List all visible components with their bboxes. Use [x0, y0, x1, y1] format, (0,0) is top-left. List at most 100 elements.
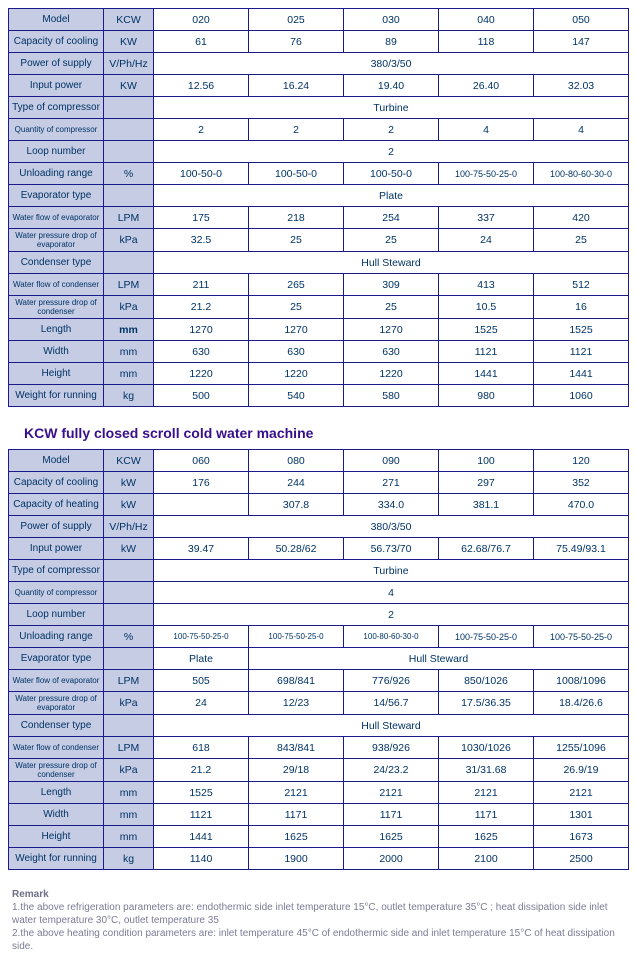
t1-label-cf: Water flow of condenser: [9, 274, 104, 296]
t2-hei-1: 1625: [249, 826, 344, 848]
t2-col-0: 060: [154, 450, 249, 472]
t1-label-ct: Type of compressor: [9, 97, 104, 119]
t1-cd-0: 21.2: [154, 296, 249, 319]
remark-line-2: 2.the above heating condition parameters…: [12, 927, 624, 953]
t1-cf-4: 512: [534, 274, 629, 296]
t2-cd-3: 31/31.68: [439, 759, 534, 782]
t1-cd-1: 25: [249, 296, 344, 319]
t2-cf-1: 843/841: [249, 737, 344, 759]
t1-ed-0: 32.5: [154, 229, 249, 252]
t1-un-2: 100-50-0: [344, 163, 439, 185]
t2-cd-0: 21.2: [154, 759, 249, 782]
t1-wgt-2: 580: [344, 385, 439, 407]
t1-qc-0: 2: [154, 119, 249, 141]
t1-unit-model: KCW: [104, 9, 154, 31]
t2-unit-wid: mm: [104, 804, 154, 826]
t2-wid-4: 1301: [534, 804, 629, 826]
t2-label-ef: Water flow of evaporator: [9, 670, 104, 692]
t2-len-3: 2121: [439, 782, 534, 804]
t1-wgt-0: 500: [154, 385, 249, 407]
t1-label-capcool: Capacity of cooling: [9, 31, 104, 53]
t2-label-cd: Water pressure drop of condenser: [9, 759, 104, 782]
t1-unit-et: [104, 185, 154, 207]
t2-label-hei: Height: [9, 826, 104, 848]
t1-label-cdt: Condenser type: [9, 252, 104, 274]
t2-label-cf: Water flow of condenser: [9, 737, 104, 759]
t2-hei-0: 1441: [154, 826, 249, 848]
t2-ef-0: 505: [154, 670, 249, 692]
t2-unit-cf: LPM: [104, 737, 154, 759]
t2-wid-3: 1171: [439, 804, 534, 826]
t1-label-ip: Input power: [9, 75, 104, 97]
t2-wid-1: 1171: [249, 804, 344, 826]
t2-loop: 2: [154, 604, 629, 626]
t2-label-capheat: Capacity of heating: [9, 494, 104, 516]
remark-block: Remark 1.the above refrigeration paramet…: [8, 888, 628, 953]
t1-label-hei: Height: [9, 363, 104, 385]
t1-label-model: Model: [9, 9, 104, 31]
t1-wid-4: 1121: [534, 341, 629, 363]
t2-cd-2: 24/23.2: [344, 759, 439, 782]
t2-unit-ct: [104, 560, 154, 582]
t1-col-3: 040: [439, 9, 534, 31]
t1-wid-1: 630: [249, 341, 344, 363]
t2-wid-2: 1171: [344, 804, 439, 826]
t1-ed-3: 24: [439, 229, 534, 252]
t1-wgt-1: 540: [249, 385, 344, 407]
t2-label-capcool: Capacity of cooling: [9, 472, 104, 494]
t1-ip-2: 19.40: [344, 75, 439, 97]
t1-unit-unload: %: [104, 163, 154, 185]
t1-capcool-4: 147: [534, 31, 629, 53]
t2-unit-cdt: [104, 715, 154, 737]
t1-ip-3: 26.40: [439, 75, 534, 97]
t1-label-len: Length: [9, 319, 104, 341]
t1-ed-4: 25: [534, 229, 629, 252]
t2-wgt-3: 2100: [439, 848, 534, 870]
t2-ed-1: 12/23: [249, 692, 344, 715]
t1-label-ps: Power of supply: [9, 53, 104, 75]
t2-un-2: 100-80-60-30-0: [344, 626, 439, 648]
t1-len-1: 1270: [249, 319, 344, 341]
t1-label-qc: Quantity of compressor: [9, 119, 104, 141]
t1-col-4: 050: [534, 9, 629, 31]
t2-unit-cd: kPa: [104, 759, 154, 782]
t2-et-1: Plate: [154, 648, 249, 670]
t2-wid-0: 1121: [154, 804, 249, 826]
t2-cd-1: 29/18: [249, 759, 344, 782]
t1-label-wgt: Weight for running: [9, 385, 104, 407]
t2-label-unload: Unloading range: [9, 626, 104, 648]
t2-label-et: Evaporator type: [9, 648, 104, 670]
t2-unit-capheat: kW: [104, 494, 154, 516]
t1-wid-0: 630: [154, 341, 249, 363]
t2-label-model: Model: [9, 450, 104, 472]
t1-ef-3: 337: [439, 207, 534, 229]
t2-unit-unload: %: [104, 626, 154, 648]
t1-cf-3: 413: [439, 274, 534, 296]
t2-hei-3: 1625: [439, 826, 534, 848]
t2-ch-1: 307.8: [249, 494, 344, 516]
t2-unit-wgt: kg: [104, 848, 154, 870]
t1-capcool-1: 76: [249, 31, 344, 53]
t1-unit-wid: mm: [104, 341, 154, 363]
t1-ed-2: 25: [344, 229, 439, 252]
t1-col-1: 025: [249, 9, 344, 31]
t2-hei-4: 1673: [534, 826, 629, 848]
t2-wgt-4: 2500: [534, 848, 629, 870]
t1-label-ed: Water pressure drop of evaporator: [9, 229, 104, 252]
t1-ef-2: 254: [344, 207, 439, 229]
t1-unit-ed: kPa: [104, 229, 154, 252]
t2-label-ct: Type of compressor: [9, 560, 104, 582]
t2-unit-hei: mm: [104, 826, 154, 848]
t2-ef-3: 850/1026: [439, 670, 534, 692]
t2-ps: 380/3/50: [154, 516, 629, 538]
t1-ip-0: 12.56: [154, 75, 249, 97]
t1-cdt: Hull Steward: [154, 252, 629, 274]
t2-ip-3: 62.68/76.7: [439, 538, 534, 560]
t2-ed-4: 18.4/26.6: [534, 692, 629, 715]
t2-ip-2: 56.73/70: [344, 538, 439, 560]
t1-ps: 380/3/50: [154, 53, 629, 75]
t1-qc-4: 4: [534, 119, 629, 141]
t1-cf-2: 309: [344, 274, 439, 296]
t1-cf-0: 211: [154, 274, 249, 296]
t1-qc-1: 2: [249, 119, 344, 141]
